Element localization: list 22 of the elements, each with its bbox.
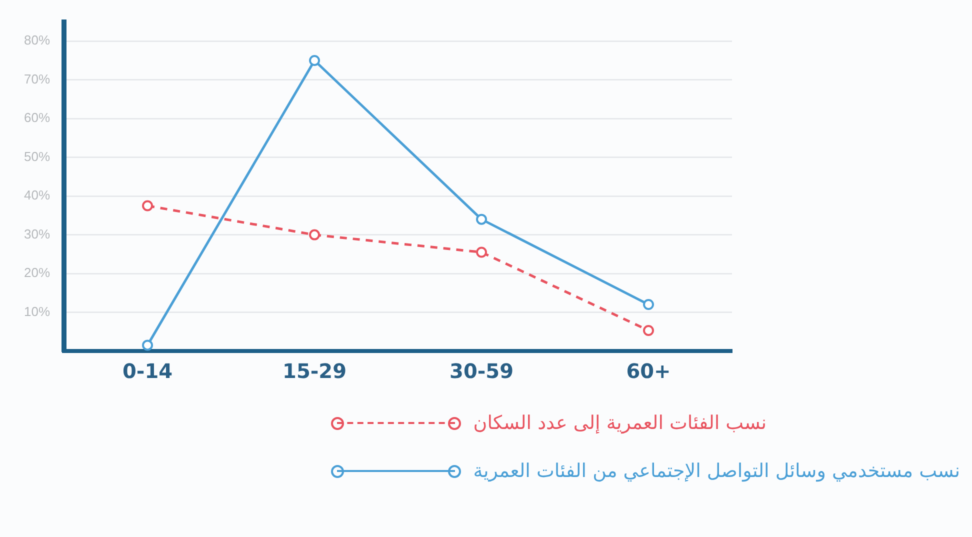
y-tick-label: 20%: [24, 265, 50, 280]
point: [476, 246, 488, 258]
point: [476, 214, 488, 225]
x-tick-label: 60+: [626, 359, 671, 384]
y-tick-label: 40%: [24, 188, 50, 203]
x-tick-label: 0-14: [122, 359, 173, 384]
y-tick-label: 10%: [24, 304, 50, 319]
y-tick-label: 30%: [24, 226, 50, 242]
y-tick-label: 80%: [24, 32, 50, 48]
point: [142, 200, 154, 212]
point: [643, 324, 654, 336]
y-tick-label: 50%: [24, 148, 50, 164]
x-tick-label: 15-29: [282, 359, 346, 384]
point: [142, 340, 154, 351]
point: [643, 299, 654, 310]
point: [309, 229, 320, 240]
legend-label: نسب مستخدمي وسائل التواصل الإجتماعي من الفئات العمرية: [473, 459, 960, 484]
point: [309, 55, 320, 66]
x-tick-label: 30-59: [450, 359, 514, 384]
legend-label: نسب الفئات العمرية إلى عدد السكان: [473, 411, 767, 436]
y-tick-label: 70%: [24, 71, 50, 86]
y-tick-label: 60%: [24, 110, 50, 126]
